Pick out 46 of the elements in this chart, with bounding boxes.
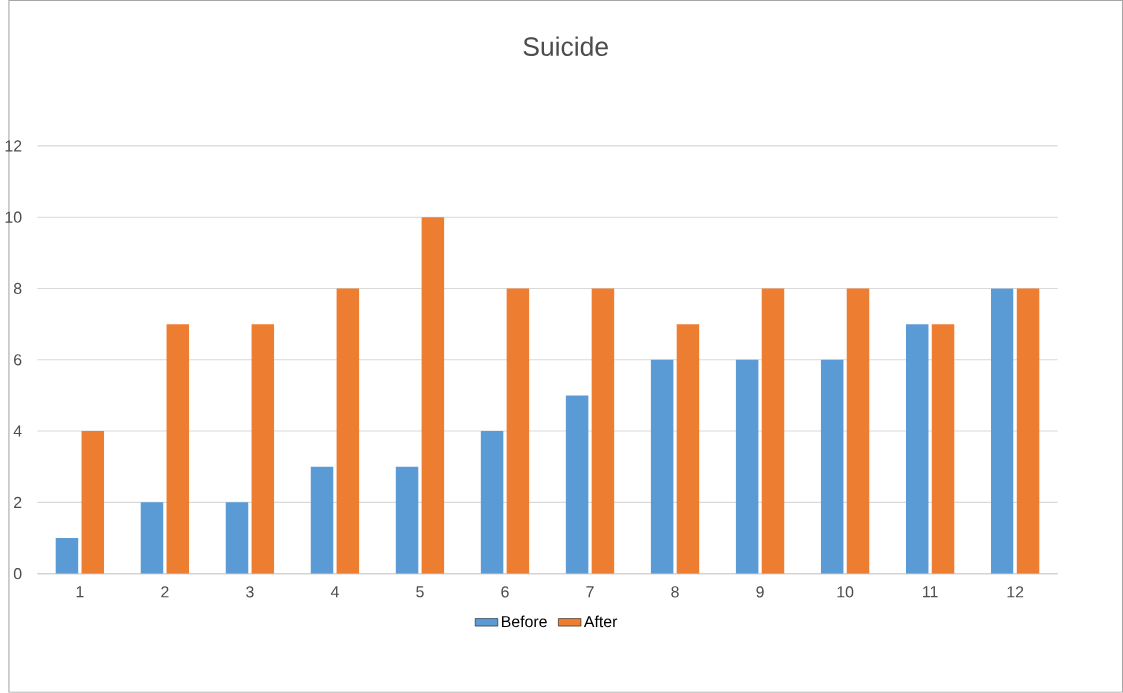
bar: [225, 502, 249, 574]
bar: [506, 288, 530, 574]
x-tick-label: 1: [76, 586, 84, 598]
bar: [310, 466, 334, 574]
bar: [55, 538, 79, 574]
x-tick-label: 2: [161, 586, 169, 598]
x-tick-label: 4: [330, 586, 339, 598]
x-tick-label: 10: [837, 586, 854, 598]
y-tick-label: 2: [14, 496, 22, 509]
x-tick-label: 6: [501, 586, 509, 598]
bar: [846, 288, 870, 574]
bar: [421, 217, 445, 574]
legend-label: After: [583, 615, 618, 628]
chart-title: Suicide: [523, 36, 608, 57]
bar: [591, 288, 615, 574]
y-tick-label: 0: [13, 568, 22, 580]
bar: [251, 324, 275, 574]
bar: [905, 324, 929, 574]
y-tick-label: 6: [14, 354, 22, 366]
bar: [166, 324, 190, 574]
x-tick-label: 5: [416, 586, 424, 598]
bar: [1016, 288, 1040, 574]
bar: [140, 502, 164, 574]
y-tick-label: 4: [13, 425, 22, 437]
y-tick-label: 8: [13, 282, 22, 295]
bar: [336, 288, 360, 574]
bar: [395, 466, 419, 574]
bar: [565, 395, 589, 574]
y-tick-label: 10: [5, 211, 22, 223]
x-tick-label: 3: [246, 586, 254, 598]
bar: [735, 359, 759, 574]
legend-label: Before: [502, 615, 547, 628]
bar: [761, 288, 785, 574]
bar: [480, 431, 504, 574]
x-tick-label: 8: [671, 586, 679, 598]
bar: [820, 359, 844, 574]
bar: [990, 288, 1014, 574]
bar: [650, 359, 674, 574]
x-tick-label: 12: [1007, 586, 1024, 598]
x-tick-label: 7: [586, 586, 594, 598]
bar: [931, 324, 955, 574]
bar: [81, 431, 105, 574]
bar: [676, 324, 700, 574]
x-tick-label: 11: [923, 586, 938, 598]
y-tick-label: 12: [5, 140, 22, 152]
x-tick-label: 9: [756, 586, 764, 598]
